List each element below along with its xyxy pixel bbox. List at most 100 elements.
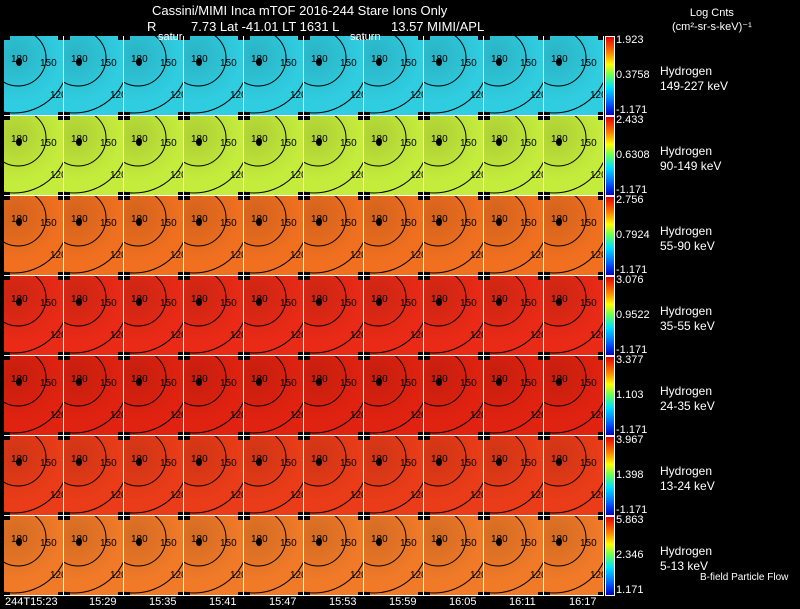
- contour-label: 180: [431, 534, 448, 545]
- contour-overlay: 180 150 120: [4, 516, 64, 595]
- colorbar-min-label: -1.171: [616, 504, 648, 516]
- contour-label: 150: [220, 218, 237, 229]
- heatmap-cell: 180 150 120: [244, 516, 304, 596]
- time-tick-label: 16:05: [449, 596, 477, 608]
- heatmap-cell: 180 150 120: [364, 436, 424, 516]
- contour-label: 180: [431, 454, 448, 465]
- contour-label: 120: [350, 90, 364, 101]
- contour-label: 180: [131, 214, 148, 225]
- contour-overlay: 180 150 120: [64, 276, 123, 355]
- heatmap-cell: 180 150 120: [4, 196, 64, 276]
- contour-overlay: 180 150 120: [64, 116, 123, 195]
- species-label: Hydrogen: [660, 224, 713, 238]
- contour-overlay: 180 150 120: [184, 356, 243, 435]
- species-label: Hydrogen: [660, 64, 713, 78]
- heatmap-cell: 180 150 120: [184, 436, 244, 516]
- contour-label: 150: [160, 218, 177, 229]
- contour-label: 120: [530, 250, 544, 261]
- contour-overlay: 180 150 120: [364, 196, 424, 275]
- contour-overlay: 180 150 120: [64, 36, 123, 115]
- contour-label: 180: [191, 294, 208, 305]
- contour-label: 120: [170, 330, 184, 341]
- contour-overlay: 180 150 120: [4, 196, 63, 275]
- contour-label: 150: [460, 218, 477, 229]
- contour-overlay: 180 150 120: [424, 116, 483, 195]
- contour-label: 150: [160, 538, 177, 549]
- heatmap-cell: 180 150 120: [304, 516, 364, 596]
- heatmap-cell: 180 150 120: [184, 116, 244, 196]
- contour-label: 150: [340, 218, 357, 229]
- heatmap-cell: 180 150 120: [64, 196, 124, 276]
- energy-label: 149-227 keV: [660, 79, 729, 93]
- heatmap-cell: 180 150 120: [124, 36, 184, 116]
- heatmap-cell: 180 150 120: [424, 516, 484, 596]
- contour-overlay: 180 150 120: [424, 196, 483, 275]
- contour-label: 180: [371, 54, 388, 65]
- row-label: Hydrogen 24-35 keV: [660, 384, 715, 414]
- contour-overlay: 180 150 120: [424, 356, 483, 435]
- heatmap-cell: 180 150 120: [424, 356, 484, 436]
- contour-label: 180: [251, 214, 268, 225]
- contour-label: 120: [410, 90, 424, 101]
- contour-label: 180: [71, 214, 88, 225]
- contour-label: 180: [551, 134, 568, 145]
- heatmap-cell: 180 150 120: [364, 516, 424, 596]
- contour-overlay: 180 150 120: [4, 436, 63, 515]
- heatmap-cell: 180 150 120: [124, 356, 184, 436]
- heatmap-cell: 180 150 120: [544, 276, 604, 356]
- heatmap-cell: 180 150 120: [64, 276, 124, 356]
- contour-label: 150: [520, 298, 537, 309]
- contour-label: 120: [50, 330, 64, 341]
- contour-overlay: 180 150 120: [484, 436, 543, 515]
- contour-overlay: 180 150 120: [64, 356, 123, 435]
- contour-label: 120: [590, 410, 604, 421]
- colorbar-mid-label: 2.346: [616, 549, 644, 561]
- contour-overlay: 180 150 120: [244, 276, 304, 355]
- contour-label: 120: [110, 250, 124, 261]
- colorbar-mid-label: 1.398: [616, 469, 644, 481]
- contour-label: 120: [110, 490, 124, 501]
- contour-label: 180: [191, 454, 208, 465]
- contour-label: 180: [371, 134, 388, 145]
- colorbar-max-label: 3.076: [616, 274, 644, 286]
- contour-label: 120: [290, 330, 304, 341]
- colorbar-mid-label: 0.7924: [616, 229, 650, 241]
- contour-label: 120: [230, 570, 244, 581]
- contour-overlay: 180 150 120: [424, 36, 483, 115]
- energy-label: 55-90 keV: [660, 239, 715, 253]
- contour-label: 150: [100, 458, 117, 469]
- heatmap-cell: 180 150 120: [64, 36, 124, 116]
- contour-overlay: 180 150 120: [124, 516, 184, 595]
- contour-label: 150: [460, 298, 477, 309]
- species-label: Hydrogen: [660, 384, 713, 398]
- contour-label: 120: [470, 570, 484, 581]
- contour-label: 150: [160, 298, 177, 309]
- heatmap-cell: 180 150 120: [244, 196, 304, 276]
- contour-label: 120: [350, 250, 364, 261]
- contour-overlay: 180 150 120: [484, 36, 543, 115]
- heatmap-cell: 180 150 120: [244, 36, 304, 116]
- contour-label: 180: [491, 134, 508, 145]
- contour-overlay: 180 150 120: [304, 276, 364, 355]
- contour-label: 150: [340, 538, 357, 549]
- contour-label: 180: [71, 134, 88, 145]
- contour-overlay: 180 150 120: [364, 516, 423, 595]
- contour-label: 120: [410, 250, 424, 261]
- colorbar-max-label: 5.863: [616, 514, 644, 526]
- contour-label: 180: [431, 294, 448, 305]
- heatmap-cell: 180 150 120: [484, 436, 544, 516]
- heatmap-cell: 180 150 120: [544, 436, 604, 516]
- contour-label: 150: [580, 298, 597, 309]
- contour-label: 120: [350, 570, 364, 581]
- contour-label: 120: [350, 330, 364, 341]
- contour-overlay: 180 150 120: [364, 36, 424, 115]
- heatmap-cell: 180 150 120: [64, 116, 124, 196]
- colorbar-max-label: 2.433: [616, 114, 644, 126]
- row-label: Hydrogen 55-90 keV: [660, 224, 715, 254]
- contour-label: 120: [170, 570, 184, 581]
- contour-label: 150: [520, 218, 537, 229]
- contour-label: 120: [590, 570, 604, 581]
- contour-label: 120: [170, 250, 184, 261]
- contour-label: 120: [50, 570, 64, 581]
- contour-overlay: 180 150 120: [544, 196, 603, 275]
